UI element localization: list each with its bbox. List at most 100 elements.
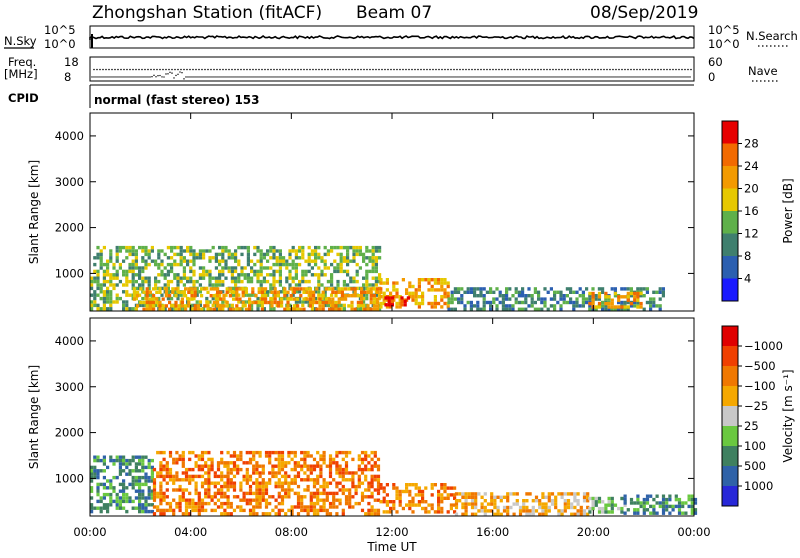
echo-cell (499, 499, 503, 503)
freq-point (673, 76, 675, 78)
echo-cell (560, 495, 564, 499)
echo-cell (326, 249, 330, 253)
freq-point (655, 76, 657, 78)
echo-cell (449, 506, 453, 511)
freq-point (249, 76, 251, 78)
freq-point (579, 76, 581, 78)
echo-cell (166, 262, 170, 267)
freq-point (161, 76, 163, 78)
echo-cell (433, 483, 437, 487)
freq-point (665, 76, 667, 78)
echo-cell (559, 307, 563, 311)
echo-cell (430, 288, 434, 292)
echo-cell (202, 307, 206, 311)
echo-cell (131, 249, 135, 253)
echo-cell (115, 475, 119, 480)
echo-cell (340, 297, 344, 301)
echo-cell (96, 283, 100, 287)
echo-cell (232, 290, 236, 294)
echo-cell (563, 502, 567, 506)
echo-cell (271, 474, 275, 479)
echo-cell (194, 474, 198, 479)
echo-cell (411, 510, 415, 514)
echo-cell (325, 484, 329, 489)
echo-cell (278, 249, 282, 253)
echo-cell (152, 495, 157, 499)
echo-cell (360, 457, 365, 462)
nave-point (114, 68, 116, 71)
freq-point (439, 76, 441, 78)
echo-cell (131, 283, 135, 287)
echo-cell (454, 499, 459, 503)
echo-cell (687, 504, 691, 509)
echo-cell (306, 464, 310, 468)
echo-cell (300, 495, 304, 499)
freq-point (509, 76, 511, 78)
echo-cell (626, 307, 630, 311)
echo-cell (239, 488, 243, 492)
echo-cell (469, 300, 473, 305)
echo-cell (588, 294, 592, 298)
echo-cell (312, 297, 316, 301)
echo-cell (440, 493, 444, 497)
echo-cell (485, 290, 489, 294)
echo-cell (188, 457, 192, 462)
echo-cell (198, 303, 202, 308)
echo-cell (147, 249, 151, 253)
echo-cell (165, 481, 169, 485)
echo-cell (395, 510, 399, 514)
echo-cell (118, 455, 122, 459)
echo-cell (178, 457, 182, 462)
echo-cell (106, 293, 110, 297)
echo-cell (232, 488, 237, 492)
nsearch-label: N.Search (746, 29, 798, 43)
echo-cell (220, 461, 224, 465)
echo-cell (578, 287, 582, 291)
echo-cell (152, 467, 157, 472)
echo-cell (317, 290, 321, 294)
nave-point (180, 68, 182, 71)
echo-cell (312, 481, 317, 485)
echo-cell (531, 509, 535, 513)
echo-cell (271, 508, 275, 513)
echo-cell (262, 307, 266, 311)
echo-cell (286, 304, 290, 308)
echo-cell (191, 478, 195, 482)
echo-cell (322, 501, 326, 506)
echo-cell (309, 454, 313, 458)
echo-cell (342, 259, 346, 263)
echo-cell (194, 508, 198, 513)
echo-cell (283, 287, 287, 291)
echo-cell (264, 450, 269, 455)
echo-cell (264, 297, 268, 301)
nave-point (300, 68, 302, 71)
echo-cell (186, 262, 190, 267)
echo-cell (538, 505, 542, 510)
echo-cell (184, 304, 188, 308)
echo-cell (301, 249, 305, 253)
echo-cell (144, 509, 148, 514)
colorbar-segment (722, 466, 738, 486)
echo-cell (212, 287, 216, 291)
echo-cell (446, 510, 450, 514)
echo-cell (262, 276, 266, 280)
freq-point (95, 76, 97, 78)
echo-cell (280, 457, 285, 462)
echo-cell (213, 491, 217, 496)
echo-cell (337, 297, 341, 301)
echo-cell (414, 486, 418, 490)
freq-point (593, 76, 595, 78)
echo-cell (591, 287, 595, 291)
echo-cell (342, 245, 346, 250)
echo-cell (411, 291, 415, 295)
echo-cell (408, 483, 412, 487)
echo-cell (96, 303, 100, 308)
echo-cell (384, 303, 388, 307)
echo-cell (268, 495, 272, 499)
echo-cell (430, 493, 434, 497)
echo-cell (213, 471, 217, 475)
echo-cell (498, 300, 502, 305)
echo-cell (474, 505, 478, 510)
echo-cell (102, 307, 106, 311)
echo-cell (323, 273, 327, 277)
